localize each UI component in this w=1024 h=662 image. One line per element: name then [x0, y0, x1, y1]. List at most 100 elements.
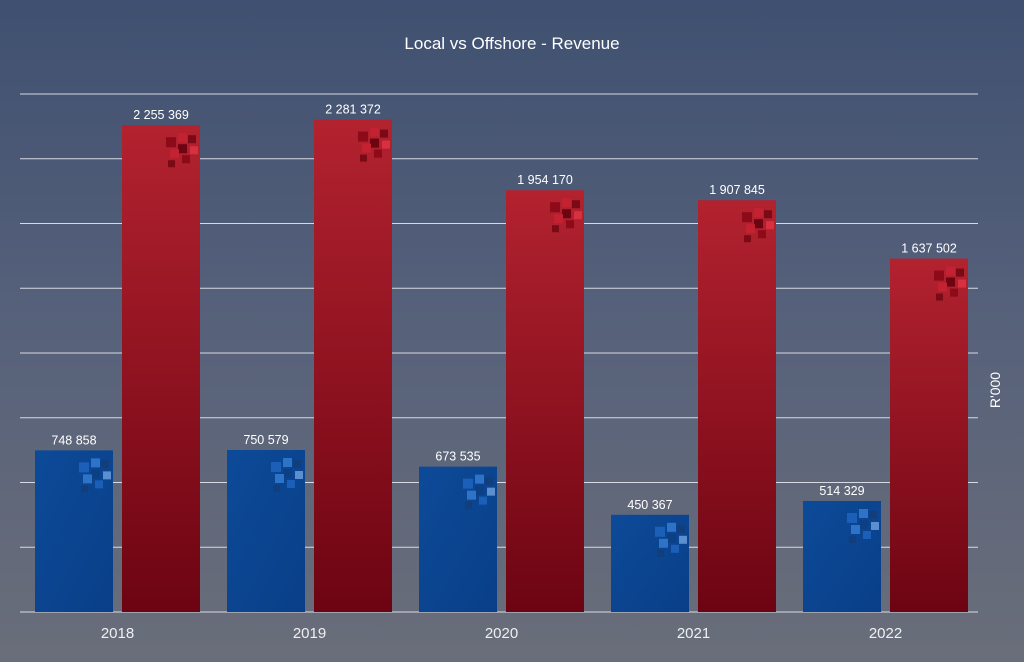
bar-decoration-square — [572, 200, 580, 209]
bar-decoration-square — [360, 154, 367, 162]
bar-decoration-square — [562, 209, 571, 219]
value-label: 514 329 — [819, 484, 864, 498]
value-label: 673 535 — [435, 450, 480, 464]
x-tick-label: 2022 — [869, 625, 902, 642]
bar-decoration-square — [742, 212, 752, 223]
value-label: 450 367 — [627, 498, 672, 512]
bar-local-2022 — [803, 500, 881, 612]
bar-decoration-square — [275, 474, 284, 484]
bar-decoration-square — [362, 143, 371, 153]
bar-decoration-square — [667, 522, 676, 532]
bar-decoration-square — [95, 480, 103, 489]
x-tick-label: 2019 — [293, 625, 326, 642]
chart-title: Local vs Offshore - Revenue — [404, 34, 619, 53]
bar-decoration-square — [764, 210, 772, 219]
bar-decoration-square — [287, 480, 295, 489]
bar-decoration-square — [487, 487, 495, 496]
bar-decoration-square — [847, 512, 857, 523]
value-label: 748 858 — [51, 433, 96, 447]
bar-decoration-square — [946, 266, 955, 276]
bar-decoration-square — [91, 469, 100, 479]
bar-offshore-2022 — [890, 258, 968, 612]
bar-decoration-square — [744, 235, 751, 243]
bar-decoration-square — [562, 198, 571, 208]
x-tick-label: 2021 — [677, 625, 710, 642]
bar-decoration-square — [754, 219, 763, 229]
bar-decoration-square — [467, 490, 476, 500]
x-tick-label: 2018 — [101, 625, 134, 642]
bar-decoration-square — [463, 478, 473, 489]
bar-decoration-square — [958, 279, 966, 288]
bar-decoration-square — [101, 460, 109, 469]
bar-decoration-square — [168, 160, 175, 168]
bar-decoration-square — [166, 137, 176, 148]
value-labels: 748 858 2 255 369 750 579 2 281 372 673 535 1… — [51, 103, 956, 512]
bar-decoration-square — [754, 208, 763, 218]
bar-decoration-square — [849, 535, 856, 543]
bar-decoration-square — [273, 485, 280, 493]
bar-decoration-square — [382, 140, 390, 149]
bar-decoration-square — [871, 521, 879, 530]
bar-local-2018 — [35, 450, 113, 612]
bar-decoration-square — [479, 496, 487, 505]
bar-decoration-square — [657, 549, 664, 557]
bar-decoration-square — [190, 146, 198, 155]
bar-decoration-square — [283, 469, 292, 479]
bar-decoration-square — [554, 214, 563, 224]
value-label: 2 281 372 — [325, 103, 381, 117]
bar-decoration-square — [550, 202, 560, 213]
bar-decoration-square — [358, 131, 368, 142]
value-label: 1 637 502 — [901, 242, 957, 256]
bar-decoration-square — [103, 471, 111, 480]
bar-decoration-square — [574, 211, 582, 220]
bar-decoration-square — [934, 270, 944, 281]
bar-offshore-2021 — [698, 200, 776, 612]
bar-offshore-2018 — [122, 125, 200, 613]
bar-decoration-square — [956, 268, 964, 277]
bar-decoration-square — [859, 519, 868, 529]
bar-decoration-square — [851, 524, 860, 534]
bar-decoration-square — [475, 485, 484, 495]
bar-decoration-square — [766, 221, 774, 230]
bar-decoration-square — [869, 510, 877, 519]
x-tick-label: 2020 — [485, 625, 518, 642]
bar-decoration-square — [485, 476, 493, 485]
bar-decoration-square — [758, 230, 766, 239]
bar-decoration-square — [659, 538, 668, 548]
bars — [35, 119, 968, 613]
bar-decoration-square — [79, 462, 89, 473]
bar-decoration-square — [283, 458, 292, 468]
bar-decoration-square — [746, 224, 755, 234]
bar-decoration-square — [863, 530, 871, 539]
bar-decoration-square — [170, 149, 179, 159]
value-label: 1 954 170 — [517, 173, 573, 187]
value-label: 750 579 — [243, 433, 288, 447]
bar-decoration-square — [679, 535, 687, 544]
bar-decoration-square — [552, 225, 559, 233]
bar-decoration-square — [667, 533, 676, 543]
bar-decoration-square — [182, 155, 190, 164]
bar-decoration-square — [671, 544, 679, 553]
bar-decoration-square — [950, 288, 958, 297]
bar-decoration-square — [81, 485, 88, 493]
bar-decoration-square — [465, 501, 472, 509]
bar-local-2020 — [419, 466, 497, 612]
bar-decoration-square — [938, 282, 947, 292]
bar-decoration-square — [83, 474, 92, 484]
bar-decoration-square — [293, 460, 301, 469]
bar-decoration-square — [271, 462, 281, 473]
bar-decoration-square — [936, 293, 943, 301]
bar-decoration-square — [374, 149, 382, 158]
bar-decoration-square — [178, 144, 187, 154]
value-label: 2 255 369 — [133, 108, 189, 122]
bar-decoration-square — [295, 471, 303, 480]
bar-decoration-square — [91, 458, 100, 468]
bar-local-2019 — [227, 450, 305, 612]
y-axis-label: R'000 — [987, 372, 1003, 408]
bar-offshore-2020 — [506, 190, 584, 612]
bar-decoration-square — [566, 220, 574, 229]
bar-decoration-square — [380, 129, 388, 138]
bar-decoration-square — [188, 135, 196, 144]
